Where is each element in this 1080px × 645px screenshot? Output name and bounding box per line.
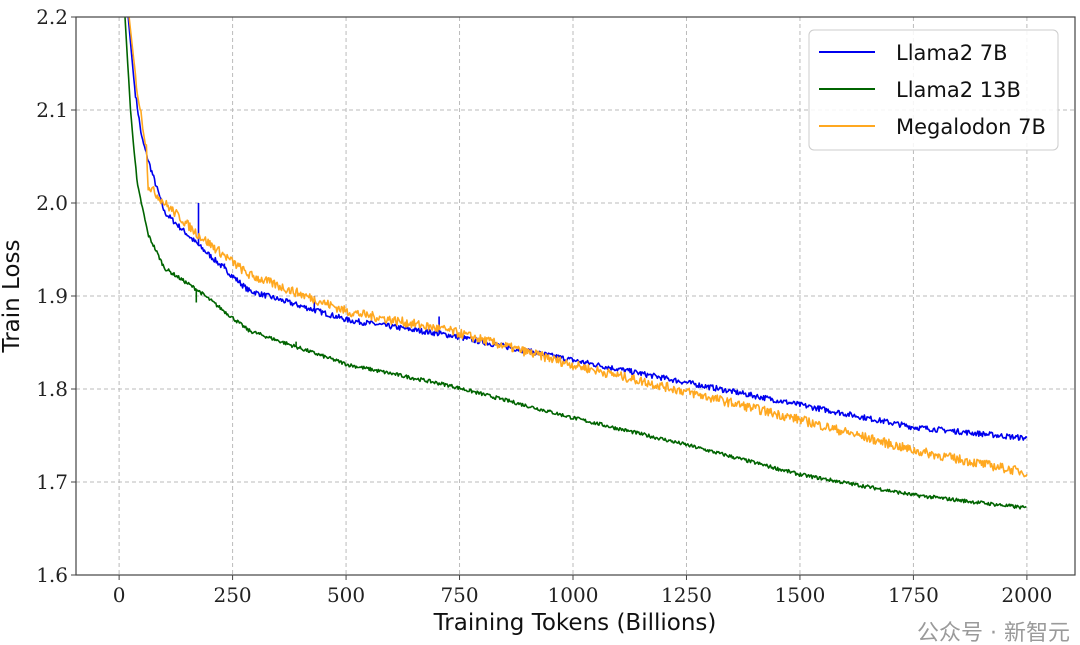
y-tick-label: 1.7 [36, 470, 68, 494]
x-tick-label: 1750 [888, 583, 939, 607]
x-tick-label: 1250 [661, 583, 712, 607]
x-tick-label: 1500 [774, 583, 825, 607]
series-lines [124, 16, 1028, 510]
y-tick-label: 2.1 [36, 98, 68, 122]
y-tick-label: 2.2 [36, 5, 68, 29]
series-line-llama2-7b [127, 16, 1028, 441]
watermark: 公众号 · 新智元 [917, 621, 1070, 645]
x-axis-ticks: 0 250 500 750 1000 1250 1500 1750 2000 [113, 575, 1052, 607]
y-tick-label: 1.6 [36, 563, 68, 587]
legend-label: Megalodon 7B [896, 115, 1046, 139]
legend-box [808, 29, 1059, 151]
y-axis-label: Train Loss [0, 240, 25, 354]
y-tick-label: 2.0 [36, 191, 68, 215]
y-tick-label: 1.9 [36, 284, 68, 308]
x-tick-label: 250 [213, 583, 251, 607]
x-tick-label: 1000 [548, 583, 599, 607]
x-tick-label: 0 [113, 583, 126, 607]
x-tick-label: 750 [440, 583, 478, 607]
legend: Llama2 7B Llama2 13B Megalodon 7B [808, 29, 1059, 151]
legend-label: Llama2 7B [896, 41, 1008, 65]
x-tick-label: 500 [327, 583, 365, 607]
y-tick-label: 1.8 [36, 377, 68, 401]
series-line-megalodon-7b [128, 16, 1028, 478]
y-axis-ticks: 1.6 1.7 1.8 1.9 2.0 2.1 2.2 [36, 5, 76, 587]
series-line-llama2-13b [124, 16, 1027, 510]
x-tick-label: 2000 [1001, 583, 1052, 607]
legend-label: Llama2 13B [896, 78, 1021, 102]
x-axis-label: Training Tokens (Billions) [433, 610, 717, 636]
